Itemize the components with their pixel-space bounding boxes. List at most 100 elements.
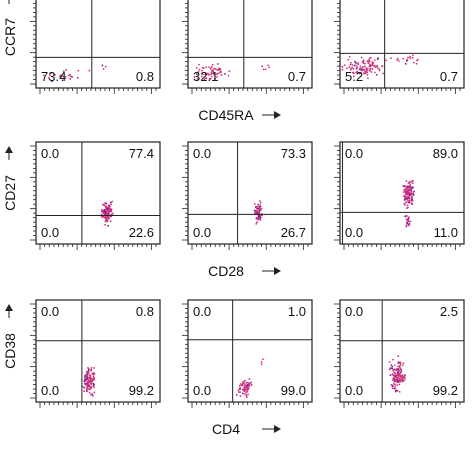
event-dot xyxy=(403,379,406,382)
event-dot xyxy=(369,69,371,72)
event-dot xyxy=(404,377,406,380)
event-dot xyxy=(407,56,409,59)
y-axis-ticks xyxy=(334,303,340,399)
event-dot xyxy=(398,370,401,372)
quadrant-label-lower-left: 0.0 xyxy=(41,225,59,240)
event-dot xyxy=(410,201,413,204)
event-dot xyxy=(368,57,371,60)
event-dot xyxy=(261,214,263,217)
quadrant-label-lower-right: 99.0 xyxy=(281,383,306,398)
event-dot xyxy=(389,367,392,370)
event-dot xyxy=(394,379,397,381)
event-dot xyxy=(210,69,213,71)
event-dot xyxy=(390,383,393,386)
event-dot xyxy=(208,77,211,80)
event-dot xyxy=(408,181,411,183)
event-dot xyxy=(363,68,366,71)
event-dot xyxy=(201,73,204,76)
event-dot xyxy=(401,364,404,367)
event-dot xyxy=(407,197,410,200)
event-dot xyxy=(396,384,399,386)
event-dot xyxy=(366,60,369,63)
event-dot xyxy=(92,373,95,376)
event-dot xyxy=(90,369,92,372)
event-dot xyxy=(207,74,210,76)
event-dot xyxy=(394,385,396,387)
event-dot xyxy=(59,74,62,77)
event-dot xyxy=(357,63,359,66)
event-dot xyxy=(254,203,256,206)
event-dot xyxy=(257,207,259,210)
event-dot xyxy=(393,376,396,379)
event-dot xyxy=(63,70,65,73)
event-dot xyxy=(205,73,208,75)
quadrant-label-upper-left: 0.0 xyxy=(193,304,211,319)
event-dot xyxy=(409,184,412,186)
plot-frame xyxy=(35,299,161,403)
event-dot xyxy=(241,392,244,395)
panel-ccr7-1: 73.4 0.8 xyxy=(30,0,161,94)
event-dot xyxy=(402,195,405,197)
x-axis-label-cd27: CD28 xyxy=(208,263,244,279)
event-dot xyxy=(102,203,105,206)
event-dot xyxy=(216,76,218,78)
event-dot xyxy=(83,390,86,393)
quadrant-label-lower-right: 22.6 xyxy=(129,225,154,240)
event-dot xyxy=(407,187,410,190)
event-dot xyxy=(412,186,414,189)
y-axis-ticks xyxy=(30,145,36,241)
event-dot xyxy=(87,369,90,371)
plot-frame xyxy=(339,299,465,403)
event-dot xyxy=(85,378,88,381)
quadrant-label-lower-right: 0.7 xyxy=(288,69,306,84)
event-dot xyxy=(396,389,399,392)
event-dot xyxy=(201,66,204,69)
event-dot xyxy=(389,374,392,377)
event-dot xyxy=(402,191,405,193)
event-dot xyxy=(239,383,242,385)
event-dot xyxy=(408,192,411,195)
x-axis-label-ccr7: CD45RA xyxy=(198,107,254,123)
y-axis-label-cd38: CD38 xyxy=(2,333,18,369)
event-dot xyxy=(216,63,219,65)
event-dot xyxy=(250,383,253,386)
event-dot xyxy=(404,215,407,218)
event-dot xyxy=(109,220,112,223)
event-dot xyxy=(85,390,88,393)
event-dot xyxy=(404,193,407,196)
event-dot xyxy=(108,206,111,209)
event-dot xyxy=(89,375,92,378)
event-dot xyxy=(408,201,411,204)
event-dot xyxy=(60,75,63,78)
event-dot xyxy=(416,59,418,62)
event-dot xyxy=(214,77,216,80)
event-dot xyxy=(361,69,364,72)
event-dot xyxy=(193,75,196,78)
event-dot xyxy=(363,65,366,68)
event-dot xyxy=(405,185,407,188)
event-dot xyxy=(219,70,222,73)
quadrant-label-upper-left: 0.0 xyxy=(41,304,59,319)
event-dot xyxy=(348,66,351,68)
event-dot xyxy=(92,385,95,388)
event-dot xyxy=(392,369,395,372)
quadrant-label-upper-right: 77.4 xyxy=(129,146,154,161)
event-dot xyxy=(107,208,110,211)
event-dot xyxy=(408,199,411,202)
event-dot xyxy=(106,209,109,211)
x-axis-ticks xyxy=(191,402,309,408)
event-dot xyxy=(245,391,247,394)
event-dot xyxy=(404,192,407,195)
event-dot xyxy=(412,179,414,182)
event-dot xyxy=(355,67,358,70)
event-dot xyxy=(88,381,91,383)
event-dot xyxy=(260,207,263,210)
event-dot xyxy=(205,77,208,79)
event-dot xyxy=(246,384,248,387)
event-dot xyxy=(411,57,414,59)
event-dot xyxy=(104,201,107,204)
event-dot xyxy=(348,55,351,58)
event-dot xyxy=(356,66,359,69)
event-dot xyxy=(104,211,107,214)
event-dot xyxy=(218,68,221,71)
